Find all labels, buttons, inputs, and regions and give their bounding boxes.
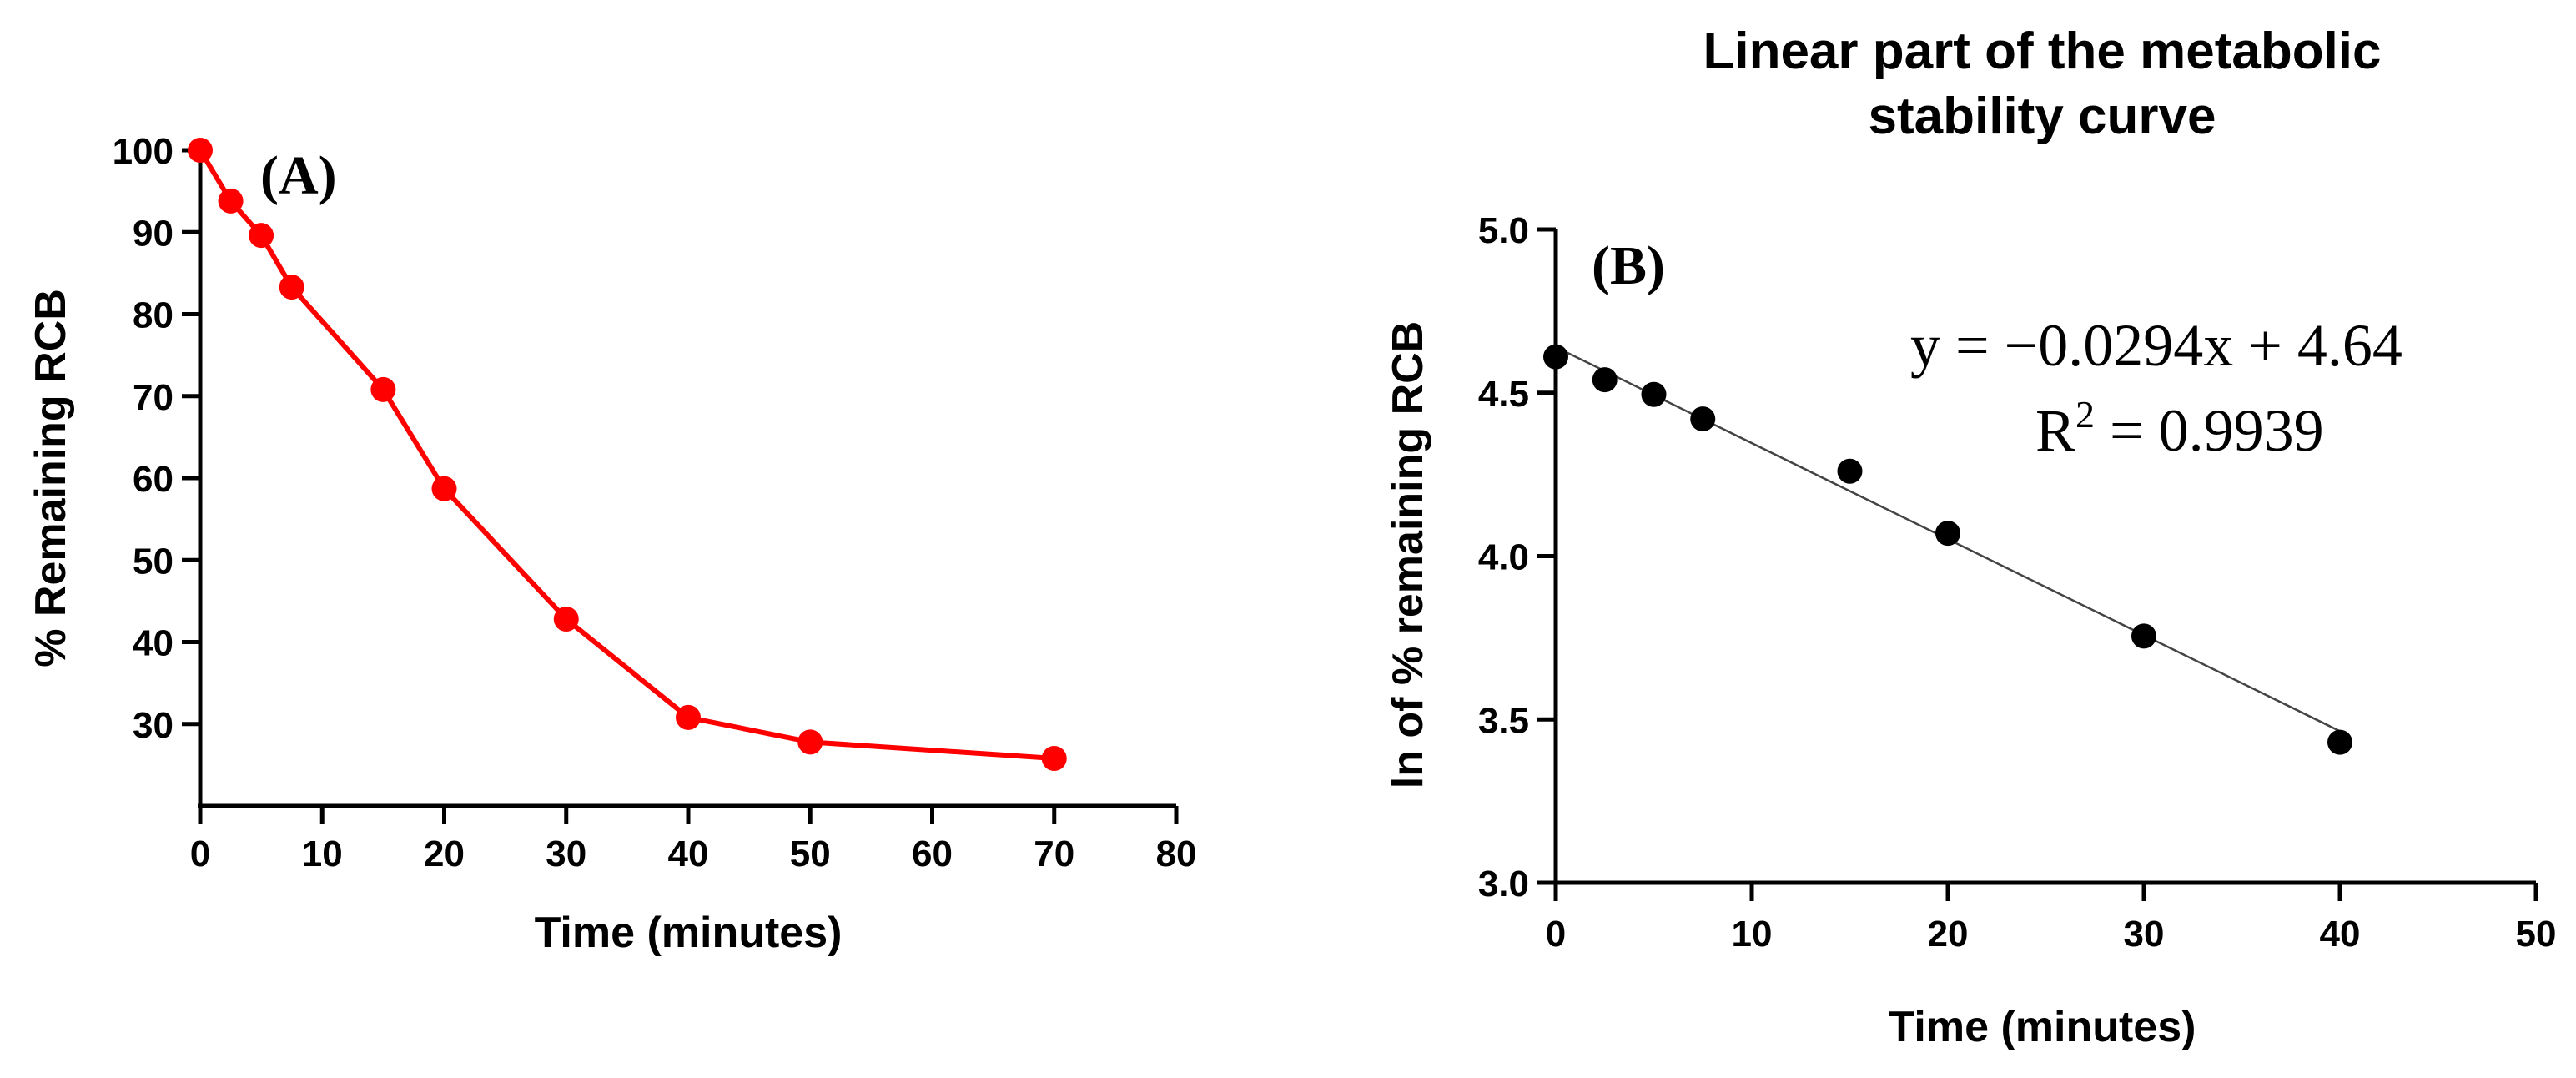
panel-b-y-tick-label: 4.5	[1478, 374, 1529, 415]
panel-a-y-tick-label: 100	[113, 131, 174, 172]
panel-a-data-point	[431, 476, 457, 501]
panel-b-data-point	[2131, 623, 2156, 649]
panel-b-scatter-chart: Linear part of the metabolic stability c…	[1384, 23, 2556, 1051]
panel-a-data-point	[218, 188, 244, 214]
panel-b-title-line-2: stability curve	[1869, 88, 2216, 145]
panel-b-r-squared-value: = 0.9939	[2095, 397, 2324, 464]
panel-a-x-tick-label: 50	[790, 834, 831, 874]
panel-b-r-squared-prefix: R	[2035, 397, 2075, 464]
panel-b-y-tick-label: 5.0	[1478, 210, 1529, 251]
panel-a-x-tick-label: 80	[1156, 834, 1197, 874]
panel-a-y-tick-label: 50	[133, 541, 174, 582]
panel-b-title-line-1: Linear part of the metabolic	[1703, 23, 2381, 80]
panel-b-y-axis-label: ln of % remaining RCB	[1384, 321, 1432, 788]
panel-a-x-tick-label: 40	[668, 834, 709, 874]
panel-a-y-tick-label: 30	[133, 705, 174, 746]
panel-a-data-point	[797, 729, 823, 755]
panel-a-x-axis-label: Time (minutes)	[535, 909, 843, 957]
panel-a-data-point	[279, 275, 304, 300]
panel-a-x-tick-label: 10	[302, 834, 343, 874]
panel-a-y-ticks: 30 40 50 60 70 80 90 100	[113, 131, 200, 746]
panel-b-r-squared-exponent: 2	[2075, 393, 2095, 436]
panel-a-x-ticks: 0 10 20 30 40 50 60 70 80	[190, 806, 1197, 874]
panel-b-x-axis-label: Time (minutes)	[1889, 1003, 2196, 1051]
panel-a-x-tick-label: 60	[912, 834, 953, 874]
panel-b-x-tick-label: 50	[2516, 914, 2557, 955]
panel-b-x-tick-label: 30	[2124, 914, 2165, 955]
panel-b-x-tick-label: 40	[2320, 914, 2361, 955]
panel-a-data-points	[188, 138, 1067, 772]
panel-b-data-point	[2327, 729, 2352, 755]
panel-b-y-ticks: 3.0 3.5 4.0 4.5 5.0	[1478, 210, 1556, 904]
panel-a-x-tick-label: 30	[546, 834, 586, 874]
panel-b-x-tick-label: 10	[1732, 914, 1773, 955]
panel-b-label: (B)	[1592, 235, 1665, 296]
panel-a-y-tick-label: 80	[133, 295, 174, 336]
panel-b-x-tick-label: 20	[1928, 914, 1969, 955]
panel-b-data-point	[1592, 367, 1618, 393]
panel-a-data-point	[188, 138, 213, 163]
panel-b-x-ticks: 0 10 20 30 40 50	[1546, 883, 2557, 955]
panel-a-series-line	[198, 148, 1057, 762]
panel-b-r-squared: R2 = 0.9939	[2035, 393, 2324, 464]
panel-b-data-point	[1837, 458, 1863, 484]
panel-a-y-tick-label: 40	[133, 623, 174, 664]
panel-b-y-tick-label: 3.0	[1478, 864, 1529, 904]
panel-a-data-point	[249, 223, 274, 249]
panel-b-data-point	[1690, 406, 1716, 432]
panel-b-x-tick-label: 0	[1546, 914, 1566, 955]
panel-b-trendline-equation: y = −0.0294x + 4.64	[1910, 312, 2402, 379]
panel-a-y-tick-label: 90	[133, 213, 174, 254]
panel-a-data-point	[676, 704, 701, 730]
panel-a-data-point	[370, 376, 396, 402]
panel-b-data-point	[1641, 381, 1667, 407]
panel-b-y-tick-label: 3.5	[1478, 700, 1529, 741]
panel-b-y-tick-label: 4.0	[1478, 537, 1529, 578]
panel-b-data-point	[1543, 344, 1568, 370]
panel-b-data-point	[1935, 521, 1960, 547]
panel-b-data-points	[1543, 344, 2352, 755]
panel-a-x-tick-label: 0	[190, 834, 210, 874]
panel-a-label: (A)	[260, 145, 337, 206]
panel-a-y-axis-label: % Remaining RCB	[27, 289, 75, 667]
panel-a-data-point	[1041, 746, 1067, 772]
panel-a-y-tick-label: 70	[133, 377, 174, 418]
panel-a-x-tick-label: 20	[424, 834, 465, 874]
panel-a-data-point	[553, 606, 579, 632]
panel-a-y-tick-label: 60	[133, 459, 174, 500]
panel-a-x-tick-label: 70	[1034, 834, 1074, 874]
